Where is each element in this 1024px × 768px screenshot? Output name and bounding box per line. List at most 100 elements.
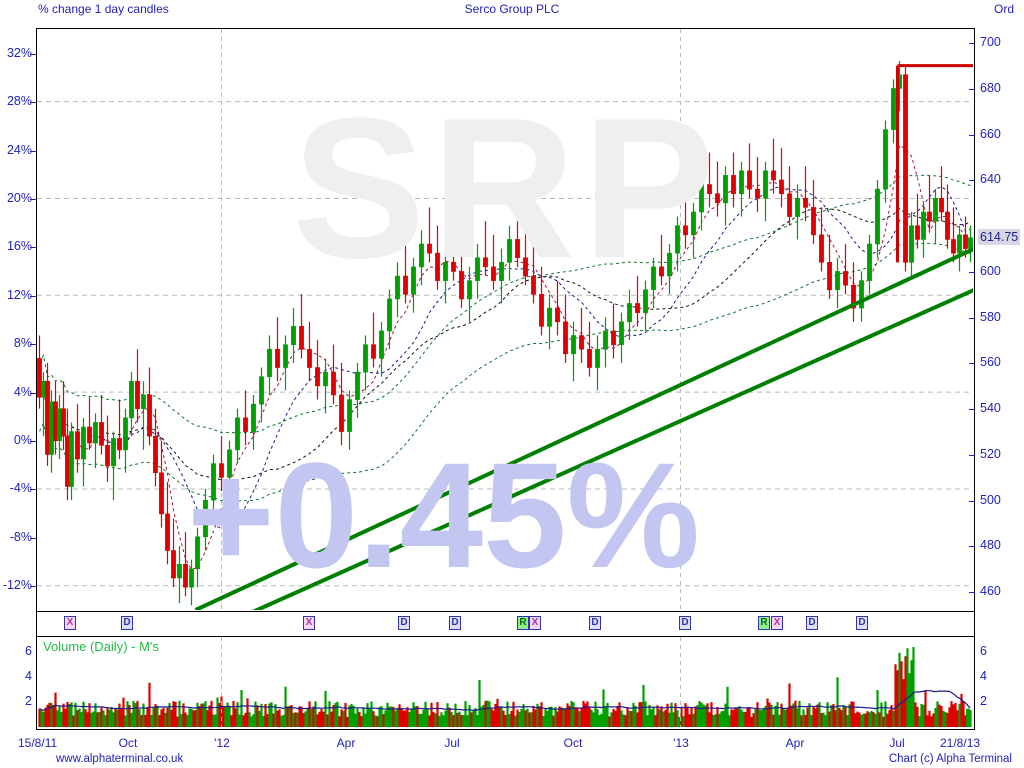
volume-bar — [912, 647, 915, 727]
volume-bar — [144, 714, 147, 727]
event-marker-d[interactable]: D — [449, 616, 461, 630]
event-marker-d[interactable]: D — [806, 616, 818, 630]
volume-bar — [858, 712, 861, 727]
right-axis-tick-mark — [969, 500, 975, 502]
volume-bar — [612, 708, 615, 727]
right-axis-tick-mark — [969, 409, 975, 411]
event-marker-r[interactable]: R — [758, 616, 770, 630]
event-marker-d[interactable]: D — [589, 616, 601, 630]
uptrend-line-lower[interactable] — [196, 288, 974, 610]
volume-bar — [718, 713, 721, 727]
volume-bar — [692, 713, 695, 727]
event-marker-x[interactable]: X — [771, 616, 783, 630]
volume-bar — [366, 703, 369, 727]
volume-bar — [394, 710, 397, 727]
volume-bar — [510, 710, 513, 727]
volume-bar — [572, 702, 575, 727]
event-marker-d[interactable]: D — [856, 616, 868, 630]
volume-bar — [290, 705, 293, 727]
volume-bar — [174, 701, 177, 727]
volume-bar — [344, 702, 347, 727]
volume-bar — [106, 707, 109, 727]
candle-body — [451, 262, 456, 272]
volume-bar — [348, 705, 351, 727]
volume-bar — [734, 708, 737, 727]
volume-bar — [292, 712, 295, 727]
volume-bar — [190, 708, 193, 727]
left-axis-tick-mark — [30, 344, 36, 346]
volume-bar — [602, 689, 605, 727]
volume-bar — [578, 711, 581, 727]
candle-body — [183, 563, 188, 588]
candle-body — [619, 321, 624, 345]
volume-bar — [232, 700, 235, 727]
volume-bar — [418, 713, 421, 727]
candle-body — [859, 280, 864, 309]
event-marker-x[interactable]: X — [529, 616, 541, 630]
volume-bar — [276, 710, 279, 727]
volume-bar — [56, 710, 59, 727]
volume-bar — [170, 709, 173, 727]
volume-bar — [940, 706, 943, 727]
volume-bar — [946, 712, 949, 727]
volume-bar — [498, 706, 501, 727]
volume-bar — [600, 713, 603, 727]
right-axis-tick-mark — [969, 546, 975, 548]
volume-bar — [702, 704, 705, 727]
volume-bar — [382, 713, 385, 727]
volume-bar — [206, 710, 209, 727]
candle-body — [283, 344, 288, 368]
volume-bar — [794, 700, 797, 727]
volume-bar — [672, 712, 675, 727]
event-marker-x[interactable]: X — [64, 616, 76, 630]
candle-body — [957, 234, 962, 254]
price-chart-panel[interactable]: SRP +0.45% — [36, 28, 975, 612]
volume-bar — [354, 713, 357, 727]
volume-bar — [630, 711, 633, 727]
left-axis-tick-mark — [30, 198, 36, 200]
volume-bar — [302, 713, 305, 727]
volume-bar — [684, 703, 687, 727]
volume-bar — [440, 712, 443, 727]
volume-bar — [266, 714, 269, 727]
volume-bar — [218, 702, 221, 727]
volume-bar — [660, 706, 663, 727]
candle-body — [811, 207, 816, 236]
event-marker-d[interactable]: D — [121, 616, 133, 630]
event-marker-x[interactable]: X — [303, 616, 315, 630]
volume-bar — [516, 709, 519, 727]
volume-bar — [634, 705, 637, 727]
volume-bar — [854, 713, 857, 727]
volume-bar — [182, 703, 185, 727]
volume-bar — [452, 715, 455, 727]
volume-bar — [78, 708, 81, 727]
volume-bar — [552, 715, 555, 727]
event-marker-d[interactable]: D — [398, 616, 410, 630]
volume-bar — [438, 715, 441, 727]
right-axis-tick-mark — [969, 88, 975, 90]
volume-chart-panel[interactable]: Volume (Daily) - M's — [36, 637, 975, 730]
volume-bar — [136, 700, 139, 727]
candle-body — [763, 170, 768, 199]
left-axis-tick: 32% — [6, 45, 32, 60]
volume-bar — [754, 709, 757, 727]
volume-bar — [760, 710, 763, 727]
uptrend-line-upper[interactable] — [194, 247, 974, 610]
volume-bar — [924, 690, 927, 727]
event-marker-d[interactable]: D — [679, 616, 691, 630]
volume-bar — [866, 711, 869, 727]
volume-bar — [414, 706, 417, 727]
volume-bar — [850, 701, 853, 727]
event-marker-r[interactable]: R — [517, 616, 529, 630]
candle-body — [435, 252, 440, 281]
volume-bar — [832, 704, 835, 727]
candle-body — [755, 188, 760, 199]
volume-bar — [464, 701, 467, 727]
volume-bar — [780, 703, 783, 727]
volume-bar — [614, 710, 617, 727]
right-axis-tick: 640 — [980, 172, 1001, 187]
right-axis-tick: 680 — [980, 80, 1001, 95]
volume-bar — [500, 707, 503, 727]
left-axis-tick-mark — [30, 586, 36, 588]
